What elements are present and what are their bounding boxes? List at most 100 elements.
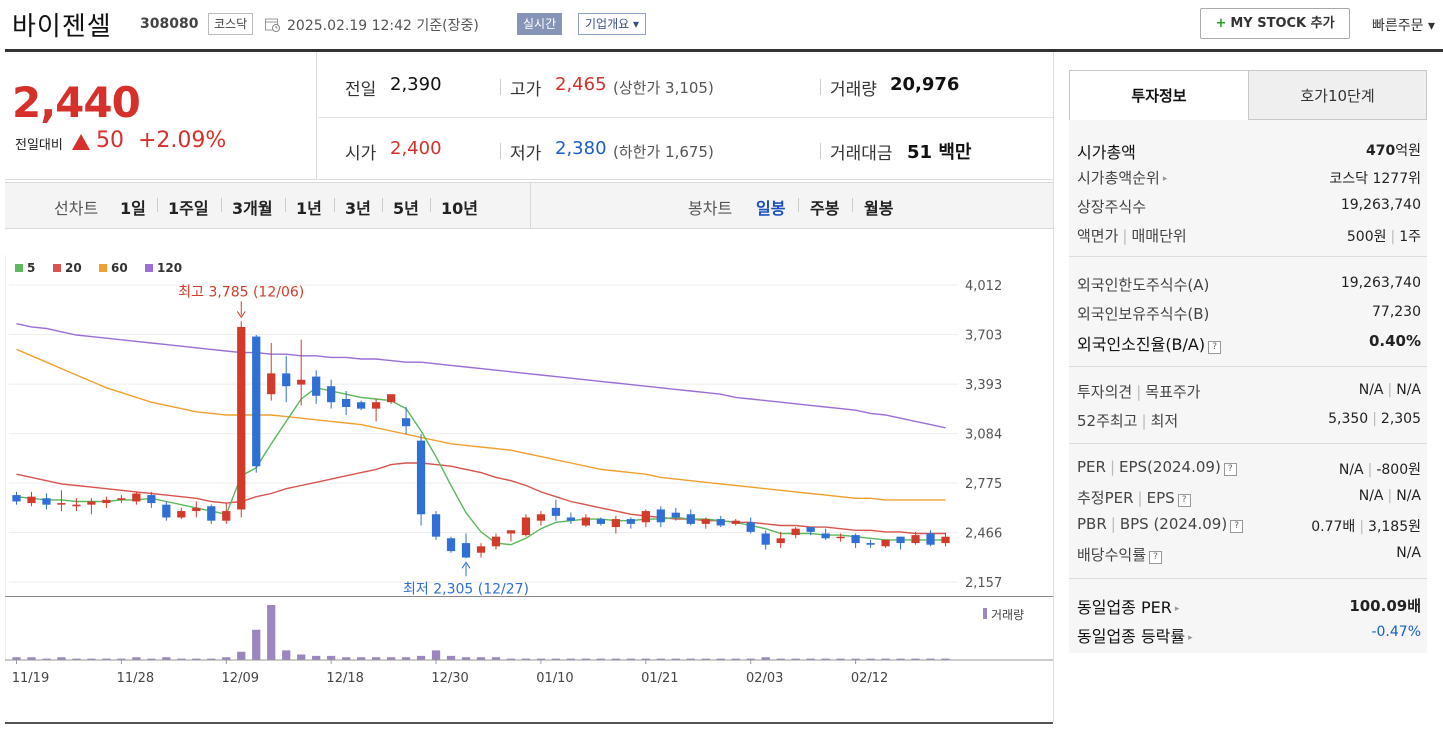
quote-separator <box>500 79 501 95</box>
quote-separator <box>820 79 821 95</box>
period-5y[interactable]: 5년 <box>393 199 419 218</box>
foreign-hold-row: 외국인보유주식수(B) 77,230 <box>1077 300 1421 328</box>
foreign-ratio-label: 외국인소진율(B/A)? <box>1077 331 1222 355</box>
candle-body <box>162 504 171 518</box>
w52-low-value: 2,305 <box>1380 411 1421 427</box>
sector-change-row[interactable]: 동일업종 등락률 ▸ -0.47% <box>1077 620 1421 648</box>
prev-close-value: 2,390 <box>390 74 442 95</box>
candle-body <box>581 517 591 526</box>
volume-bar <box>461 657 471 660</box>
opinion-label-text: 투자의견 <box>1077 383 1133 401</box>
w52-high-value: 5,350 <box>1328 411 1369 427</box>
w52-label: 52주최고 | 최저 <box>1077 410 1178 431</box>
tab-invest-info[interactable]: 투자정보 <box>1069 70 1249 120</box>
est-per-value-text: N/A <box>1358 488 1384 504</box>
candle-body <box>461 543 471 558</box>
candle-chart-label: 봉차트 <box>688 199 733 218</box>
candle-body <box>132 493 141 502</box>
est-per-label-text: 추정PER <box>1077 489 1134 507</box>
candle-body <box>357 402 366 409</box>
company-info-dropdown[interactable]: 기업개요 ▾ <box>578 13 646 35</box>
volume-bar <box>836 658 845 660</box>
realtime-button[interactable]: 실시간 <box>517 13 563 35</box>
candle-body <box>431 514 441 537</box>
pipe-divider: | <box>1372 411 1377 427</box>
header-divider <box>5 49 1443 52</box>
volume-bar <box>731 658 740 660</box>
target-value: N/A <box>1396 382 1421 398</box>
volume-value: 20,976 <box>890 74 960 95</box>
pbr-value: 0.77배 | 3,185원 <box>1311 516 1421 536</box>
candle-body <box>701 519 710 524</box>
caret-right-icon: ▸ <box>1188 633 1193 643</box>
calendar-icon <box>265 18 280 32</box>
tab-orderbook[interactable]: 호가10단계 <box>1248 70 1427 120</box>
period-1w[interactable]: 1주일 <box>168 199 209 218</box>
volume-bar <box>357 657 366 660</box>
volume-bar <box>312 655 321 660</box>
legend-label-20: 20 <box>65 261 82 275</box>
w52-row: 52주최고 | 최저 5,350 | 2,305 <box>1077 407 1421 435</box>
volume-bar <box>117 658 126 660</box>
est-per-value: N/A | N/A <box>1359 488 1421 504</box>
candle-body <box>761 533 770 545</box>
period-weekly[interactable]: 주봉 <box>810 199 840 218</box>
pipe-divider: | <box>1390 229 1396 245</box>
period-bar <box>5 182 1053 229</box>
high-label: 고가 <box>510 80 542 100</box>
market-cap-rank-label[interactable]: 시가총액순위 ▸ <box>1077 167 1167 188</box>
candle-body <box>342 398 351 408</box>
candle-body <box>566 517 576 521</box>
sector-change-label[interactable]: 동일업종 등락률 ▸ <box>1077 623 1193 647</box>
help-icon[interactable]: ? <box>1223 463 1237 476</box>
period-3m[interactable]: 3개월 <box>232 199 273 218</box>
help-icon[interactable]: ? <box>1230 520 1244 533</box>
help-icon[interactable]: ? <box>1149 551 1163 564</box>
period-1y[interactable]: 1년 <box>296 199 322 218</box>
foreign-limit-label: 외국인한도주식수(A) <box>1077 276 1210 294</box>
period-3y[interactable]: 3년 <box>345 199 371 218</box>
period-10y[interactable]: 10년 <box>441 199 478 218</box>
volume-bar <box>941 658 950 660</box>
price-panel <box>5 52 317 180</box>
help-icon[interactable]: ? <box>1177 494 1191 507</box>
help-icon[interactable]: ? <box>1208 341 1222 354</box>
volume-bar <box>911 658 920 660</box>
unit-amount: 1주 <box>1399 229 1421 245</box>
est-eps-label: EPS <box>1146 489 1175 507</box>
period-daily[interactable]: 일봉 <box>756 199 786 218</box>
price-chart[interactable]: 5 20 60 120 4,012 3,703 3,393 3,084 2,775 2,466 2,… <box>5 255 1053 695</box>
quick-order-dropdown[interactable]: 빠른주문 ▾ <box>1372 18 1435 34</box>
mystock-add-button[interactable]: + MY STOCK 추가 <box>1200 8 1350 39</box>
target-label: 목표주가 <box>1145 383 1201 401</box>
candle-body <box>806 527 815 532</box>
volume-bar <box>147 658 156 660</box>
pipe-divider: | <box>1141 412 1147 430</box>
volume-bar <box>222 657 231 660</box>
quote-grid <box>318 52 1053 180</box>
x-tick-label: 12/30 <box>431 671 468 686</box>
candle-body <box>42 498 51 505</box>
x-tick-label: 02/03 <box>746 671 783 686</box>
y-tick-label: 2,775 <box>965 477 1002 492</box>
ma120-line <box>16 323 946 429</box>
volume-bar <box>506 658 516 660</box>
x-tick-label: 12/18 <box>326 671 363 686</box>
market-cap-rank-row[interactable]: 시가총액순위 ▸ 코스닥 1277위 <box>1077 164 1421 192</box>
y-tick-label: 2,466 <box>965 527 1002 542</box>
x-tick-label: 11/28 <box>117 671 154 686</box>
candle-body <box>282 373 291 387</box>
candle-body <box>521 517 531 536</box>
sector-per-row[interactable]: 동일업종 PER ▸ 100.09배 <box>1077 591 1421 619</box>
low-annotation: 최저 2,305 (12/27) <box>403 581 529 597</box>
candle-body <box>896 536 905 544</box>
period-1d[interactable]: 1일 <box>120 199 146 218</box>
x-tick-label: 12/09 <box>222 671 259 686</box>
stock-name: 바이젠셀 <box>12 12 112 42</box>
w52-low-label: 최저 <box>1150 412 1179 430</box>
period-monthly[interactable]: 월봉 <box>864 199 894 218</box>
volume-bar <box>446 655 456 660</box>
sector-per-label[interactable]: 동일업종 PER ▸ <box>1077 594 1179 618</box>
line-chart-label: 선차트 <box>54 199 99 218</box>
x-tick-label: 11/19 <box>12 671 49 686</box>
